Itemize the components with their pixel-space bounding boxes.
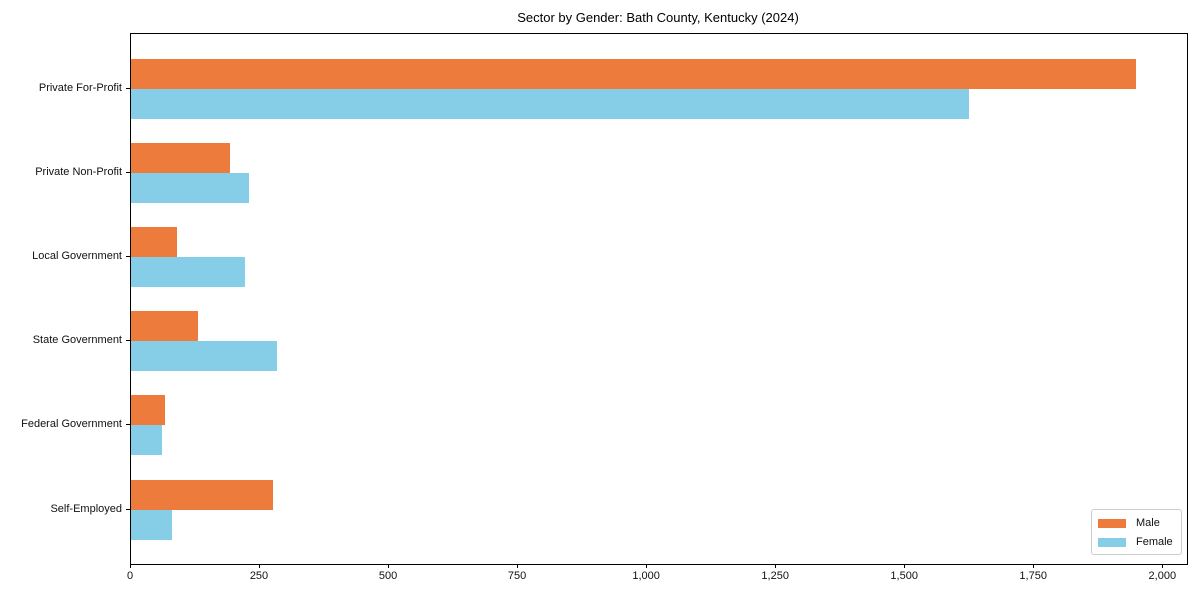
- x-tick-mark-1,000: [646, 564, 648, 568]
- x-tick-mark-250: [259, 564, 260, 568]
- y-tick-label-federal-government: Federal Government: [21, 418, 122, 431]
- bar-female-federal-government: [131, 425, 162, 456]
- bar-male-local-government: [131, 227, 177, 258]
- y-tick-mark-private-for-profit: [126, 88, 130, 89]
- y-tick-label-state-government: State Government: [32, 334, 122, 347]
- bar-male-private-non-profit: [131, 143, 231, 174]
- y-tick-label-private-non-profit: Private Non-Profit: [35, 166, 122, 179]
- x-tick-label-0: 0: [126, 570, 134, 582]
- x-tick-mark-2,000: [1162, 564, 1164, 568]
- legend-label-female: Female: [1136, 536, 1173, 548]
- bar-female-private-non-profit: [131, 173, 250, 204]
- x-tick-label-1,000: 1,000: [632, 570, 660, 582]
- bar-male-federal-government: [131, 395, 165, 426]
- legend: Male Female: [1091, 509, 1182, 555]
- plot-area: Male Female: [130, 33, 1188, 565]
- y-tick-mark-local-government: [126, 256, 130, 258]
- legend-item-female: Female: [1098, 536, 1176, 549]
- bar-male-private-for-profit: [131, 59, 1137, 89]
- y-tick-mark-self-employed: [126, 508, 130, 510]
- x-tick-label-2,000: 2,000: [1148, 570, 1177, 582]
- bar-female-state-government: [131, 341, 278, 372]
- x-tick-label-250: 250: [249, 570, 269, 582]
- bar-female-private-for-profit: [131, 89, 970, 119]
- x-tick-label-1,250: 1,250: [761, 570, 789, 582]
- bar-male-self-employed: [131, 479, 273, 510]
- y-tick-mark-federal-government: [126, 424, 130, 426]
- x-tick-mark-750: [517, 564, 519, 568]
- x-tick-label-1,750: 1,750: [1019, 570, 1047, 582]
- x-tick-mark-1,250: [775, 564, 777, 568]
- y-tick-label-self-employed: Self-Employed: [50, 502, 122, 515]
- legend-item-male: Male: [1098, 517, 1176, 530]
- x-tick-mark-1,500: [904, 564, 906, 568]
- x-tick-mark-1,750: [1033, 564, 1035, 568]
- y-tick-mark-private-non-profit: [126, 172, 130, 174]
- legend-swatch-female: [1098, 538, 1126, 547]
- chart-title: Sector by Gender: Bath County, Kentucky …: [517, 10, 799, 25]
- x-tick-label-500: 500: [378, 570, 398, 582]
- x-tick-label-1,500: 1,500: [890, 570, 918, 582]
- y-tick-label-private-for-profit: Private For-Profit: [38, 82, 122, 94]
- bar-female-self-employed: [131, 509, 172, 540]
- y-tick-label-local-government: Local Government: [32, 250, 122, 263]
- x-tick-label-750: 750: [507, 570, 527, 582]
- y-tick-mark-state-government: [126, 340, 130, 342]
- bar-female-local-government: [131, 257, 246, 288]
- legend-label-male: Male: [1136, 517, 1160, 529]
- x-tick-mark-500: [388, 564, 390, 568]
- x-tick-mark-0: [130, 564, 131, 568]
- bar-male-state-government: [131, 311, 198, 342]
- legend-swatch-male: [1098, 519, 1126, 528]
